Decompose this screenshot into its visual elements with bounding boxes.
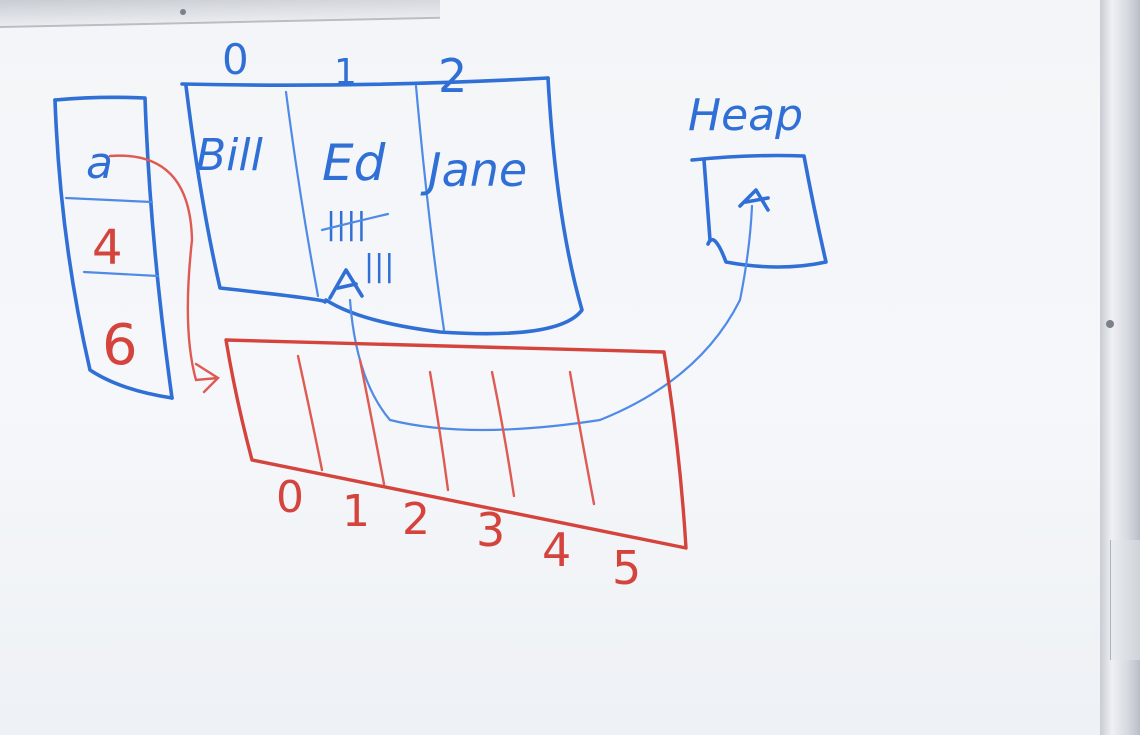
table-pointer-caret bbox=[328, 268, 364, 300]
heap-label: Heap bbox=[688, 90, 803, 141]
table-index-2: 2 bbox=[438, 49, 467, 103]
table-name-jane: Jane bbox=[420, 143, 527, 197]
rail-screw bbox=[180, 9, 186, 15]
array-box bbox=[224, 338, 688, 550]
heap-arrow-head bbox=[738, 188, 770, 212]
heap-box bbox=[690, 153, 828, 269]
array-index-3: 3 bbox=[476, 503, 505, 557]
whiteboard-frame-clip bbox=[1110, 540, 1140, 660]
stack-cell-6: 6 bbox=[102, 313, 138, 378]
array-index-4: 4 bbox=[542, 523, 571, 577]
stack-frame bbox=[53, 95, 174, 400]
array-index-2: 2 bbox=[402, 494, 430, 545]
array-index-5: 5 bbox=[612, 541, 641, 595]
tally-strike bbox=[320, 212, 390, 232]
whiteboard bbox=[0, 0, 1112, 735]
ref-arrow-ed-to-heap bbox=[348, 204, 754, 432]
stack-cell-a: a bbox=[86, 138, 113, 189]
table-name-bill: Bill bbox=[196, 130, 264, 181]
table-name-ed: Ed bbox=[322, 134, 386, 192]
ref-arrow-a-to-array bbox=[108, 154, 220, 394]
table-tally-bottom: ||| bbox=[364, 249, 394, 284]
table-index-1: 1 bbox=[334, 52, 357, 93]
table-index-0: 0 bbox=[222, 35, 249, 84]
frame-screw bbox=[1106, 320, 1114, 328]
array-index-1: 1 bbox=[342, 486, 370, 537]
stack-cell-4: 4 bbox=[92, 220, 123, 276]
array-index-0: 0 bbox=[276, 472, 304, 523]
object-table bbox=[180, 76, 584, 336]
